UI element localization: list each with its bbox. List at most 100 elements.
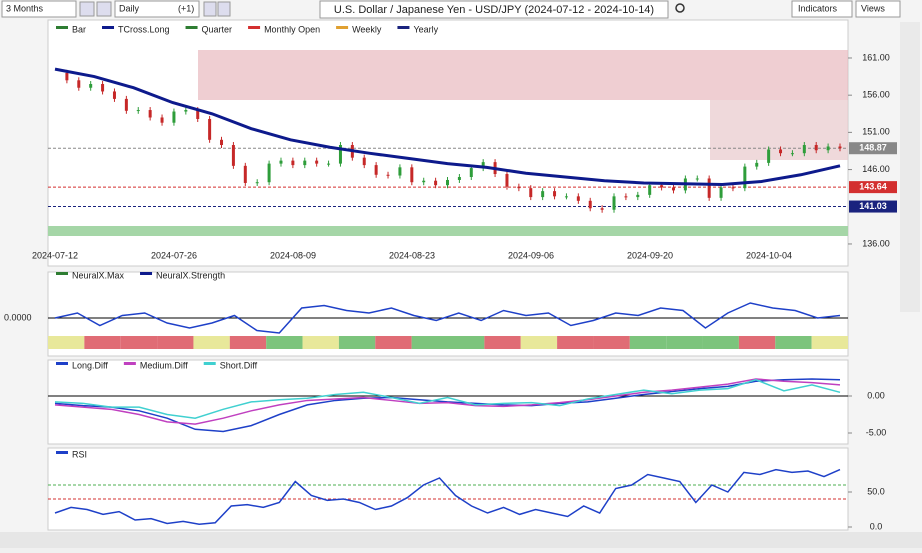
candle <box>481 162 485 169</box>
candle <box>410 167 414 183</box>
state-cell <box>84 336 121 349</box>
rsi-panel <box>47 447 849 531</box>
state-cell <box>302 336 339 349</box>
candle <box>731 187 735 189</box>
legend-label: Bar <box>72 24 86 34</box>
offset-minus[interactable] <box>217 1 231 17</box>
x-date-label: 2024-09-06 <box>508 250 554 260</box>
legend-label: TCross.Long <box>118 24 170 34</box>
candle <box>826 146 830 151</box>
candle <box>755 162 759 167</box>
zoom-in[interactable] <box>79 1 95 17</box>
candle <box>101 84 105 92</box>
period-select[interactable] <box>1 0 77 18</box>
candle <box>77 80 81 88</box>
legend-swatch <box>123 362 136 365</box>
x-date-label: 2024-07-26 <box>151 250 197 260</box>
legend-swatch <box>203 362 216 365</box>
legend-label: Long.Diff <box>72 360 108 370</box>
candle <box>636 194 640 198</box>
candle <box>65 72 69 81</box>
indicators[interactable]: Indicators <box>798 3 838 13</box>
candle <box>564 196 568 198</box>
state-cell <box>229 336 267 349</box>
x-date-label: 2024-07-12 <box>32 250 78 260</box>
state-cell <box>193 336 230 349</box>
search-icon[interactable] <box>675 3 685 13</box>
candle <box>838 146 842 149</box>
candle <box>291 160 295 166</box>
interval[interactable]: Daily <box>119 3 140 13</box>
candle <box>315 160 319 164</box>
y-tick-label: -5.00 <box>866 427 887 437</box>
side-toolbar[interactable] <box>900 22 920 312</box>
symbol-box[interactable] <box>319 0 669 19</box>
legend-swatch <box>56 272 68 275</box>
candle <box>338 145 342 164</box>
legend-swatch <box>56 362 68 365</box>
legend-label: NeuralX.Max <box>72 270 125 280</box>
x-date-label: 2024-08-23 <box>389 250 435 260</box>
quarter-zone <box>198 50 848 100</box>
legend-label: RSI <box>72 449 87 459</box>
views[interactable]: Views <box>861 3 885 13</box>
legend-label: Quarter <box>202 24 233 34</box>
candle <box>89 84 93 88</box>
candle <box>588 200 592 209</box>
state-cell <box>338 336 376 349</box>
candle <box>184 110 188 112</box>
zoom-out[interactable] <box>96 1 112 17</box>
candle <box>434 180 438 186</box>
candle <box>386 174 390 176</box>
candle <box>220 139 224 146</box>
x-date-label: 2024-08-09 <box>270 250 316 260</box>
legend-swatch <box>248 26 261 29</box>
views-button[interactable] <box>855 0 901 18</box>
candle <box>457 177 461 180</box>
state-cell <box>375 336 412 349</box>
candle <box>303 160 307 166</box>
y-tick-label: 161.00 <box>862 52 890 62</box>
line-diff <box>54 378 841 419</box>
y-tick-label: 0.0 <box>870 521 883 531</box>
candle <box>695 178 699 180</box>
x-date-label: 2024-10-04 <box>746 250 792 260</box>
y-tick-label: 146.00 <box>862 164 890 174</box>
candle <box>422 180 426 183</box>
y-tick-label: 136.00 <box>862 238 890 248</box>
state-cell <box>520 336 558 349</box>
legend-swatch <box>336 26 349 29</box>
legend-label: Yearly <box>413 24 438 34</box>
period[interactable]: 3 Months <box>6 3 44 13</box>
indicators-button[interactable] <box>791 0 853 18</box>
candle <box>160 117 164 123</box>
month-zone <box>710 100 848 160</box>
candle <box>743 166 747 189</box>
candle <box>148 110 152 118</box>
candle <box>529 188 533 198</box>
candle <box>446 179 449 186</box>
candle <box>814 145 818 151</box>
candle <box>671 187 675 191</box>
support-zone <box>48 226 848 236</box>
candle <box>469 168 473 178</box>
legend-label: Short.Diff <box>220 360 258 370</box>
candle <box>196 110 200 119</box>
candle <box>231 145 235 166</box>
line-diff <box>54 378 841 425</box>
candle <box>267 163 271 183</box>
candle <box>802 145 806 154</box>
offset-plus[interactable] <box>203 1 217 17</box>
candle <box>136 110 140 112</box>
y-tick-label: 0.0000 <box>4 312 32 322</box>
legend-swatch <box>140 272 153 275</box>
price-tag <box>849 200 897 213</box>
state-cell <box>484 336 521 349</box>
state-cell <box>448 336 485 349</box>
interval-select[interactable] <box>114 0 200 18</box>
candle <box>208 118 212 140</box>
candle <box>172 111 176 123</box>
legend-swatch <box>185 26 198 29</box>
candle <box>243 165 247 183</box>
